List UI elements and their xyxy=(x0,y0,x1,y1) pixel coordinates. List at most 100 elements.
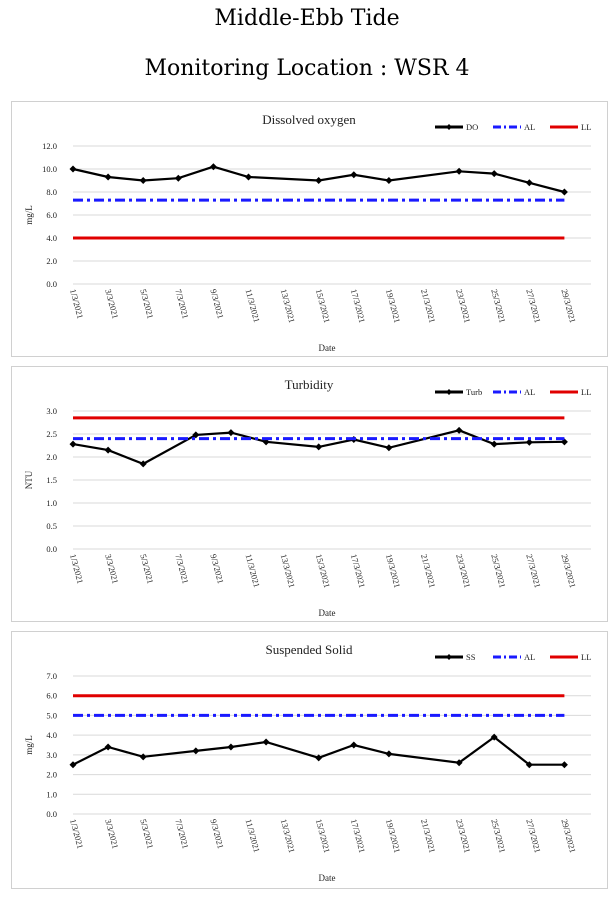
chart-title: Turbidity xyxy=(285,377,334,392)
x-tick-label: 25/3/2021 xyxy=(489,553,508,589)
chart-title: Dissolved oxygen xyxy=(262,112,356,127)
data-point xyxy=(455,426,463,434)
y-tick-label: 2.0 xyxy=(46,452,57,462)
x-tick-label: 15/3/2021 xyxy=(314,818,333,854)
legend-label-ss: SS xyxy=(466,652,476,662)
x-tick-label: 7/3/2021 xyxy=(173,553,190,585)
legend-label-al: AL xyxy=(524,652,535,662)
data-point xyxy=(455,759,463,767)
x-tick-label: 11/3/2021 xyxy=(244,288,263,324)
legend-label-ll: LL xyxy=(581,387,591,397)
x-tick-label: 1/3/2021 xyxy=(68,818,85,850)
x-tick-label: 5/3/2021 xyxy=(138,553,155,585)
x-tick-label: 9/3/2021 xyxy=(208,553,225,585)
data-point xyxy=(139,753,147,761)
y-tick-label: 5.0 xyxy=(46,710,57,720)
y-tick-label: 8.0 xyxy=(46,187,57,197)
x-tick-label: 25/3/2021 xyxy=(489,818,508,854)
x-tick-label: 15/3/2021 xyxy=(314,288,333,324)
data-point xyxy=(525,179,533,187)
data-point xyxy=(315,177,323,184)
y-tick-label: 2.5 xyxy=(46,429,57,439)
x-tick-label: 13/3/2021 xyxy=(279,288,298,324)
y-tick-label: 7.0 xyxy=(46,671,57,681)
x-tick-label: 27/3/2021 xyxy=(524,288,543,324)
data-point xyxy=(174,174,182,182)
x-tick-label: 27/3/2021 xyxy=(524,818,543,854)
data-point xyxy=(69,761,77,769)
x-axis-label: Date xyxy=(319,343,336,353)
data-point xyxy=(139,460,147,468)
y-tick-label: 6.0 xyxy=(46,210,57,220)
x-tick-label: 19/3/2021 xyxy=(384,818,403,854)
x-tick-label: 17/3/2021 xyxy=(349,288,368,324)
data-point xyxy=(209,163,217,171)
x-tick-label: 5/3/2021 xyxy=(138,288,155,320)
data-point xyxy=(350,741,358,749)
x-tick-label: 23/3/2021 xyxy=(454,553,473,589)
y-tick-label: 6.0 xyxy=(46,691,57,701)
y-tick-label: 3.0 xyxy=(46,406,57,416)
page-subtitle: Monitoring Location : WSR 4 xyxy=(144,56,470,81)
x-tick-label: 27/3/2021 xyxy=(524,553,543,589)
data-point xyxy=(350,171,358,179)
y-tick-label: 2.0 xyxy=(46,256,57,266)
x-tick-label: 13/3/2021 xyxy=(279,818,298,854)
y-tick-label: 0.0 xyxy=(46,809,57,819)
y-tick-label: 1.0 xyxy=(46,789,57,799)
data-point xyxy=(315,754,323,762)
x-tick-label: 19/3/2021 xyxy=(384,288,403,324)
y-tick-label: 12.0 xyxy=(42,141,57,151)
y-tick-label: 3.0 xyxy=(46,750,57,760)
data-point xyxy=(490,733,498,741)
x-tick-label: 11/3/2021 xyxy=(244,553,263,589)
x-axis-label: Date xyxy=(319,873,336,883)
data-point xyxy=(139,177,147,184)
data-point xyxy=(525,438,533,446)
legend-label-turb: Turb xyxy=(466,387,482,397)
x-tick-label: 17/3/2021 xyxy=(349,818,368,854)
legend-label-al: AL xyxy=(524,387,535,397)
legend-label-ll: LL xyxy=(581,122,591,132)
x-tick-label: 7/3/2021 xyxy=(173,818,190,850)
chart-panel-dissolved-oxygen: Dissolved oxygen 0.0 2.0 4.0 6.0 8.0 10.0 12.0 m… xyxy=(11,101,608,357)
y-tick-label: 2.0 xyxy=(46,770,57,780)
data-point xyxy=(104,743,112,751)
x-tick-label: 3/3/2021 xyxy=(103,288,120,320)
chart-panel-turbidity: Turbidity 0.0 0.5 1.0 1.5 2.0 2.5 3.0 NTU 1/3/202… xyxy=(11,366,608,622)
x-tick-label: 29/3/2021 xyxy=(559,553,578,589)
suspended-solid-chart: Suspended Solid 0.0 1.0 2.0 3.0 4.0 5.0 6.0 7.0 m… xyxy=(24,642,591,883)
x-axis-label: Date xyxy=(319,608,336,618)
y-tick-label: 4.0 xyxy=(46,233,57,243)
data-point xyxy=(227,429,235,437)
x-tick-label: 17/3/2021 xyxy=(349,553,368,589)
legend-label-al: AL xyxy=(524,122,535,132)
x-tick-label: 29/3/2021 xyxy=(559,288,578,324)
legend-label-do: DO xyxy=(466,122,478,132)
legend-marker xyxy=(446,389,452,395)
data-point xyxy=(385,444,393,452)
data-point xyxy=(455,167,463,175)
x-tick-label: 7/3/2021 xyxy=(173,288,190,320)
y-tick-label: 0.0 xyxy=(46,544,57,554)
y-tick-label: 0.5 xyxy=(46,521,57,531)
y-tick-label: 10.0 xyxy=(42,164,57,174)
y-tick-label: 0.0 xyxy=(46,279,57,289)
x-tick-label: 21/3/2021 xyxy=(419,288,438,324)
data-point xyxy=(104,446,112,454)
x-tick-label: 23/3/2021 xyxy=(454,288,473,324)
y-tick-label: 1.5 xyxy=(46,475,57,485)
data-point xyxy=(262,738,270,746)
y-axis-label: mg/L xyxy=(24,735,34,755)
x-tick-label: 13/3/2021 xyxy=(279,553,298,589)
y-tick-label: 1.0 xyxy=(46,498,57,508)
x-tick-label: 1/3/2021 xyxy=(68,288,85,320)
chart-title: Suspended Solid xyxy=(265,642,353,657)
y-axis-label: mg/L xyxy=(24,205,34,225)
x-tick-label: 21/3/2021 xyxy=(419,553,438,589)
x-tick-label: 5/3/2021 xyxy=(138,818,155,850)
data-point xyxy=(192,747,200,755)
legend-marker xyxy=(446,654,452,660)
y-axis-label: NTU xyxy=(24,470,34,489)
data-point xyxy=(525,761,533,769)
